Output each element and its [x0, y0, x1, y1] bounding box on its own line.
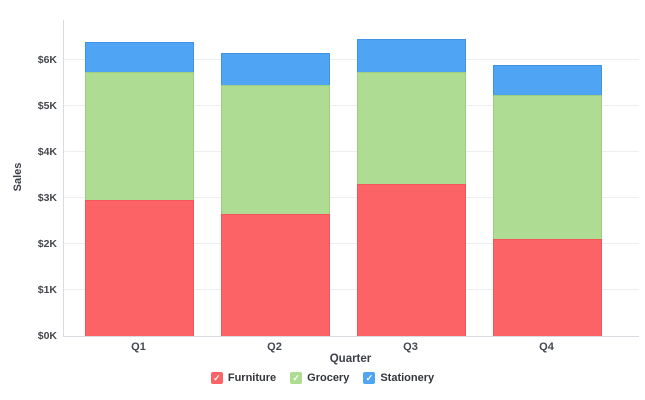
legend: ✓ Furniture ✓ Grocery ✓ Stationery [0, 372, 645, 384]
legend-label: Furniture [227, 372, 277, 384]
bar-segment-grocery-q2[interactable] [221, 85, 330, 215]
x-tick-label-q4: Q4 [539, 341, 554, 353]
bar-segment-grocery-q1[interactable] [85, 71, 194, 201]
x-tick-label-q2: Q2 [267, 341, 282, 353]
legend-item-grocery[interactable]: ✓ Grocery [290, 372, 349, 384]
checkmark-icon: ✓ [210, 372, 223, 384]
legend-item-furniture[interactable]: ✓ Furniture [210, 372, 277, 384]
bar-q2[interactable] [221, 53, 330, 336]
bar-segment-stationery-q3[interactable] [357, 39, 466, 72]
bar-segment-grocery-q3[interactable] [357, 71, 466, 185]
legend-item-stationery[interactable]: ✓ Stationery [363, 372, 434, 384]
gridline-2k [64, 243, 639, 244]
gridline-3k [64, 197, 639, 198]
bar-segment-furniture-q4[interactable] [493, 239, 602, 336]
legend-label: Stationery [380, 372, 435, 384]
bar-segment-furniture-q3[interactable] [357, 184, 466, 336]
plot-area [63, 20, 639, 337]
bar-segment-furniture-q1[interactable] [85, 200, 194, 336]
checkmark-icon: ✓ [363, 372, 376, 384]
y-tick-label-0k: $0K [37, 330, 57, 342]
y-tick-label-5k: $5K [37, 100, 57, 112]
x-tick-label-q1: Q1 [131, 341, 146, 353]
gridline-1k [64, 289, 639, 290]
bar-q3[interactable] [357, 39, 466, 336]
bar-segment-stationery-q2[interactable] [221, 53, 330, 86]
x-axis-title: Quarter [329, 353, 372, 365]
gridline-5k [64, 105, 639, 106]
y-tick-label-2k: $2K [37, 238, 57, 250]
gridline-4k [64, 151, 639, 152]
bar-q1[interactable] [85, 41, 194, 336]
y-tick-label-1k: $1K [37, 284, 57, 296]
y-tick-label-4k: $4K [37, 146, 57, 158]
bar-segment-stationery-q1[interactable] [85, 41, 194, 72]
checkmark-icon: ✓ [290, 372, 303, 384]
bar-segment-furniture-q2[interactable] [221, 214, 330, 336]
bar-q4[interactable] [493, 64, 602, 336]
x-tick-label-q3: Q3 [403, 341, 418, 353]
bar-segment-stationery-q4[interactable] [493, 64, 602, 95]
y-tick-label-3k: $3K [37, 192, 57, 204]
gridline-6k [64, 59, 639, 60]
bar-segment-grocery-q4[interactable] [493, 94, 602, 240]
y-tick-label-6k: $6K [37, 54, 57, 66]
legend-label: Grocery [307, 372, 350, 384]
